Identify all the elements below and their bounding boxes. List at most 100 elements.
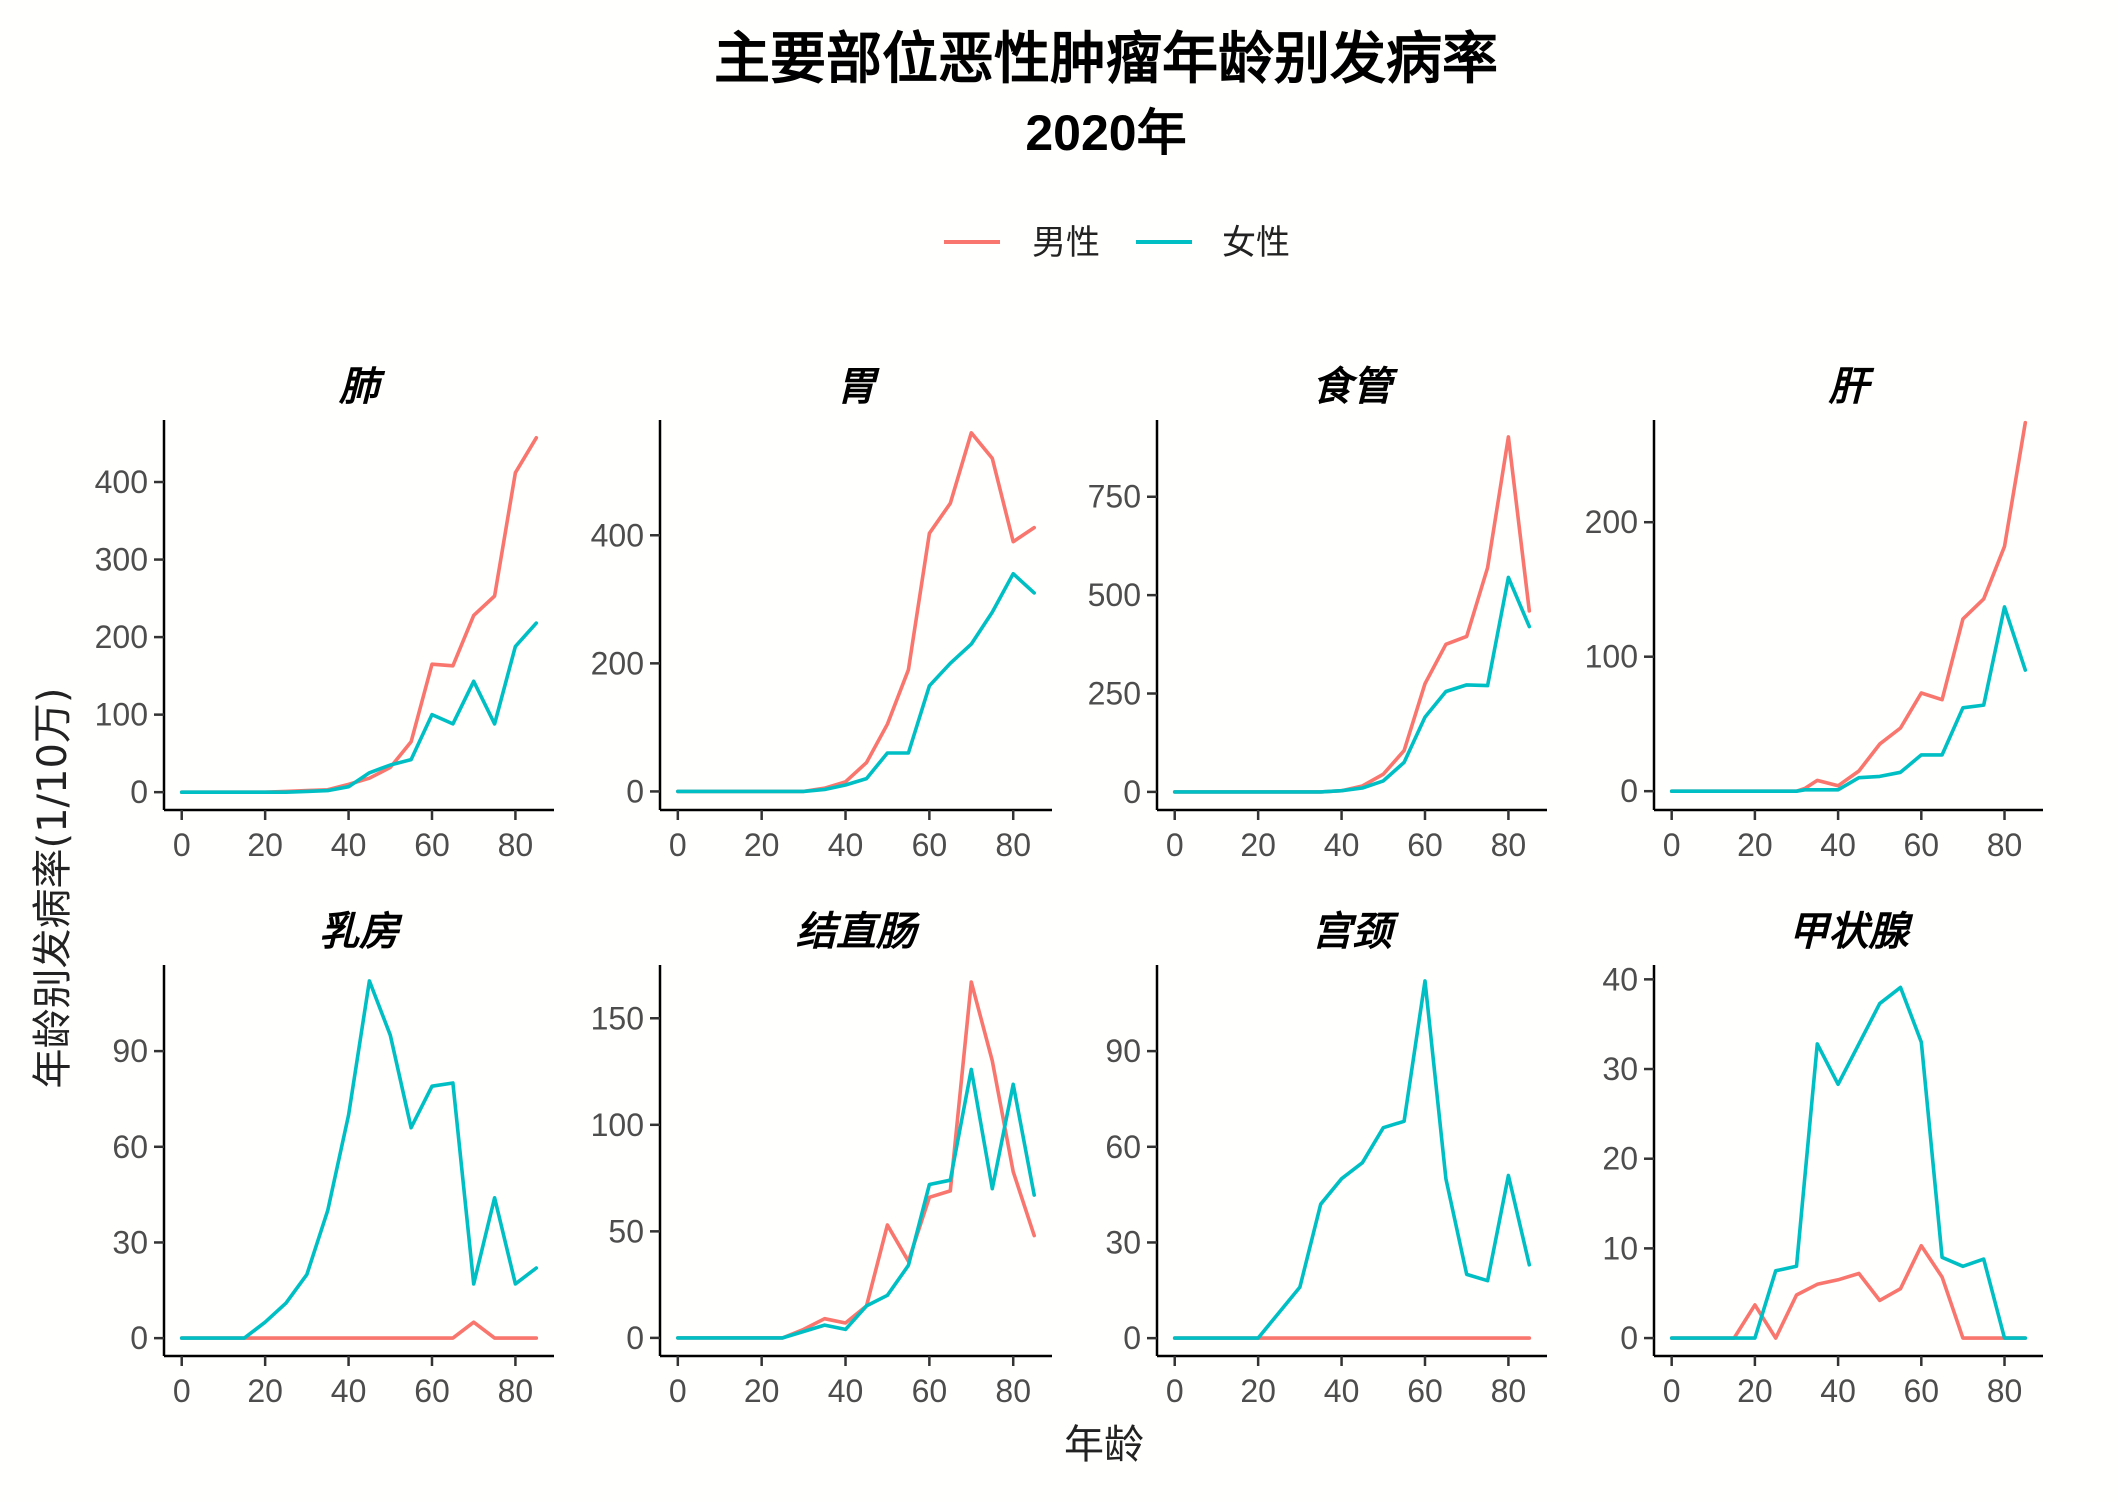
- series-line-male: [179, 435, 539, 795]
- y-tick-label: 500: [1088, 577, 1141, 613]
- facet-title: 肺: [338, 363, 386, 410]
- y-tick-label: 100: [591, 1107, 644, 1143]
- x-tick-label: 60: [414, 827, 450, 863]
- y-tick-label: 100: [1585, 639, 1638, 675]
- panel-3: 食管 0 250 500 750 0 20 40 60 80: [1088, 363, 1547, 863]
- x-tick-label: 60: [414, 1373, 450, 1409]
- x-tick-label: 20: [744, 827, 780, 863]
- series-line-male: [179, 1320, 539, 1340]
- x-tick-label: 0: [669, 827, 687, 863]
- x-tick-label: 60: [912, 827, 948, 863]
- x-tick-label: 40: [1324, 827, 1360, 863]
- x-axis-title: 年龄: [1064, 1422, 1144, 1468]
- facet-title: 食管: [1312, 363, 1398, 410]
- x-tick-label: 40: [1820, 827, 1856, 863]
- panel-2: 胃 0 200 400 0 20 40 60 80: [591, 363, 1052, 863]
- y-tick-label: 200: [591, 645, 644, 681]
- y-tick-label: 30: [112, 1224, 148, 1260]
- x-tick-label: 80: [1987, 827, 2023, 863]
- y-tick-label: 60: [112, 1129, 148, 1165]
- y-tick-label: 0: [626, 773, 644, 809]
- y-axis-title: 年龄别发病率(1/10万): [30, 687, 76, 1088]
- y-tick-label: 250: [1088, 676, 1141, 712]
- x-tick-label: 20: [1737, 827, 1773, 863]
- y-tick-label: 0: [626, 1320, 644, 1356]
- series-line-male: [1669, 420, 2028, 794]
- y-tick-label: 0: [1123, 774, 1141, 810]
- facet-title: 胃: [836, 363, 880, 410]
- y-tick-label: 40: [1602, 961, 1638, 997]
- x-tick-label: 20: [1240, 827, 1276, 863]
- panel-7: 宫颈 0 30 60 90 0 20 40 60 80: [1105, 908, 1547, 1409]
- x-tick-label: 0: [669, 1373, 687, 1409]
- y-tick-label: 0: [1620, 1320, 1638, 1356]
- panel-5: 乳房 0 30 60 90 0 20 40 60 80: [112, 908, 554, 1409]
- facet-title: 乳房: [319, 908, 403, 955]
- series-line-female: [1172, 979, 1532, 1340]
- x-tick-label: 80: [498, 827, 534, 863]
- x-tick-label: 0: [1663, 827, 1681, 863]
- x-tick-label: 0: [173, 827, 191, 863]
- x-tick-label: 40: [828, 827, 864, 863]
- y-tick-label: 30: [1105, 1224, 1141, 1260]
- y-tick-label: 100: [95, 697, 148, 733]
- series-line-male: [675, 980, 1036, 1340]
- x-tick-label: 0: [1166, 1373, 1184, 1409]
- x-tick-label: 40: [331, 1373, 367, 1409]
- y-tick-label: 400: [591, 517, 644, 553]
- panel-4: 肝 0 100 200 0 20 40 60 80: [1585, 363, 2043, 863]
- x-tick-label: 80: [1491, 1373, 1527, 1409]
- series-line-female: [1172, 575, 1532, 794]
- chart-title: 主要部位恶性肿瘤年龄别发病率: [714, 26, 1498, 92]
- panel-6: 结直肠 0 50 100 150 0 20 40 60 80: [591, 908, 1052, 1409]
- facet-title: 结直肠: [796, 908, 921, 955]
- y-tick-label: 10: [1602, 1230, 1638, 1266]
- x-tick-label: 80: [995, 1373, 1031, 1409]
- y-tick-label: 90: [112, 1033, 148, 1069]
- x-tick-label: 20: [744, 1373, 780, 1409]
- x-tick-label: 40: [828, 1373, 864, 1409]
- facet-title: 肝: [1828, 363, 1875, 410]
- x-tick-label: 40: [1324, 1373, 1360, 1409]
- series-line-female: [1669, 985, 2028, 1340]
- facet-title: 甲状腺: [1789, 908, 1914, 955]
- x-tick-label: 0: [1663, 1373, 1681, 1409]
- x-tick-label: 80: [498, 1373, 534, 1409]
- panel-1: 肺 0 100 200 300 400 0 20 40 60 80: [95, 363, 554, 863]
- y-tick-label: 750: [1088, 479, 1141, 515]
- series-line-female: [675, 571, 1036, 794]
- x-tick-label: 20: [1737, 1373, 1773, 1409]
- x-tick-label: 60: [1407, 1373, 1443, 1409]
- y-tick-label: 60: [1105, 1129, 1141, 1165]
- x-tick-label: 60: [1904, 1373, 1940, 1409]
- y-tick-label: 0: [1123, 1320, 1141, 1356]
- y-tick-label: 200: [1585, 504, 1638, 540]
- series-line-male: [1172, 435, 1532, 794]
- x-tick-label: 80: [995, 827, 1031, 863]
- x-tick-label: 40: [331, 827, 367, 863]
- series-line-female: [179, 979, 539, 1340]
- y-tick-label: 0: [1620, 773, 1638, 809]
- y-tick-label: 0: [130, 1320, 148, 1356]
- legend-label-male: 男性: [1032, 223, 1100, 263]
- series-line-female: [1669, 605, 2028, 794]
- legend: 男性 女性: [944, 223, 1290, 263]
- y-tick-label: 150: [591, 1000, 644, 1036]
- y-tick-label: 20: [1602, 1141, 1638, 1177]
- series-line-female: [675, 1067, 1036, 1340]
- legend-label-female: 女性: [1222, 223, 1290, 263]
- facet-title: 宫颈: [1312, 908, 1400, 955]
- y-tick-label: 0: [130, 774, 148, 810]
- x-tick-label: 0: [173, 1373, 191, 1409]
- y-tick-label: 90: [1105, 1033, 1141, 1069]
- y-tick-label: 50: [608, 1213, 644, 1249]
- x-tick-label: 40: [1820, 1373, 1856, 1409]
- x-tick-label: 60: [1904, 827, 1940, 863]
- series-line-male: [675, 430, 1036, 794]
- panel-8: 甲状腺 0 10 20 30 40 0 20 40 60 80: [1602, 908, 2043, 1409]
- x-tick-label: 80: [1491, 827, 1527, 863]
- x-tick-label: 20: [247, 1373, 283, 1409]
- y-tick-label: 400: [95, 464, 148, 500]
